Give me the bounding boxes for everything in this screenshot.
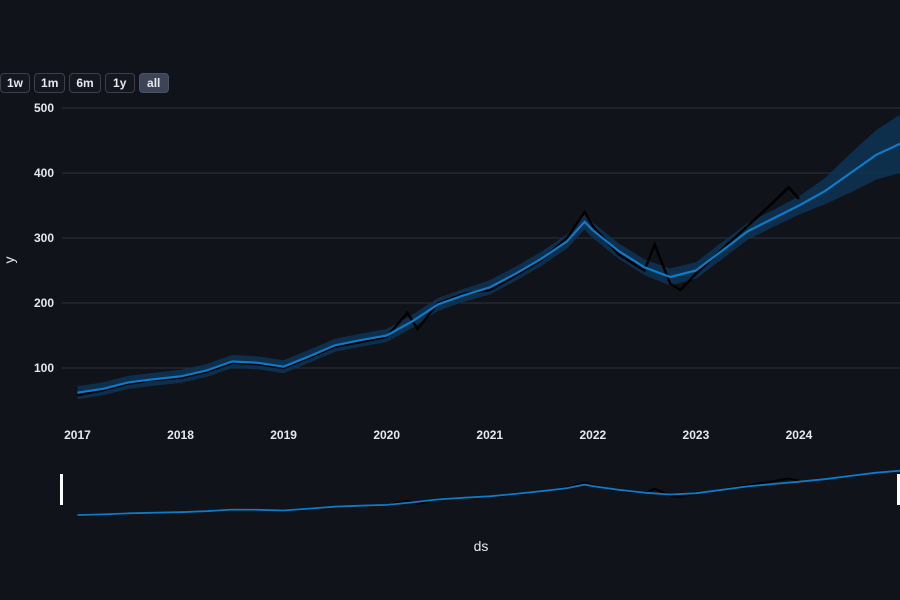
y-tick-label: 200 <box>34 296 54 310</box>
range-slider[interactable] <box>60 469 900 517</box>
x-tick-label: 2022 <box>579 428 606 442</box>
range-button-all[interactable]: all <box>138 73 169 93</box>
y-tick-label: 300 <box>34 231 54 245</box>
actual-series <box>77 185 800 397</box>
x-axis-title: ds <box>474 538 489 554</box>
forecast-line <box>77 142 900 394</box>
uncertainty-band <box>77 114 900 400</box>
y-tick-label: 400 <box>34 166 54 180</box>
x-tick-label: 2017 <box>64 428 91 442</box>
range-button-1y[interactable]: 1y <box>104 73 135 93</box>
forecast-series <box>77 142 900 394</box>
x-tick-label: 2019 <box>270 428 297 442</box>
y-axis-title: y <box>1 257 17 264</box>
y-gridlines <box>62 107 900 369</box>
x-tick-label: 2020 <box>373 428 400 442</box>
actual-points <box>77 185 800 397</box>
x-tick-label: 2024 <box>786 428 813 442</box>
x-axis-ticks: 2017 2018 2019 2020 2021 2022 2023 2024 <box>64 428 813 442</box>
slider-right-handle[interactable] <box>897 474 900 505</box>
y-tick-label: 500 <box>34 101 54 115</box>
y-axis-ticks: 100 200 300 400 500 <box>34 101 54 375</box>
y-tick-label: 100 <box>34 361 54 375</box>
x-tick-label: 2021 <box>476 428 503 442</box>
uncertainty-band-area <box>77 114 900 400</box>
range-button-6m[interactable]: 6m <box>69 73 101 93</box>
slider-actual-series <box>77 477 800 517</box>
range-selector: 1w 1m 6m 1y all <box>0 73 169 93</box>
x-tick-label: 2023 <box>683 428 710 442</box>
x-tick-label: 2018 <box>167 428 194 442</box>
slider-left-handle[interactable] <box>60 474 63 505</box>
range-button-1w[interactable]: 1w <box>0 73 31 93</box>
range-button-1m[interactable]: 1m <box>34 73 66 93</box>
slider-forecast-series <box>77 469 900 516</box>
